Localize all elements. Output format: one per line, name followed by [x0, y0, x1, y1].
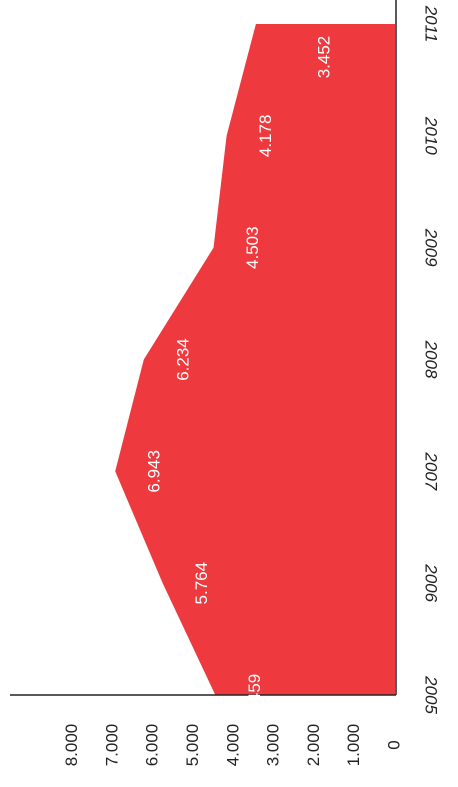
data-label: 6.234: [173, 338, 192, 381]
data-label: 3.452: [314, 36, 333, 79]
value-tick-label: 2.000: [304, 724, 323, 767]
category-tick-label: 2011: [422, 5, 441, 43]
category-tick-label: 2010: [422, 116, 441, 155]
value-tick-label: 6.000: [143, 724, 162, 767]
data-label: 4.459: [245, 674, 264, 717]
category-ticks: 2005 2006 2007 2008 2009 2010 2011: [422, 5, 441, 715]
data-label: 4.503: [243, 226, 262, 269]
category-tick-label: 2006: [422, 563, 441, 602]
data-label: 6.943: [145, 450, 164, 493]
category-tick-label: 2007: [422, 451, 441, 490]
value-tick-label: 3.000: [264, 724, 283, 767]
value-tick-label: 5.000: [183, 724, 202, 767]
value-tick-label: 0: [384, 740, 403, 749]
area-series: [115, 24, 395, 695]
data-labels: 4.459 5.764 6.943 6.234 4.503 4.178 3.452: [145, 36, 334, 717]
category-tick-label: 2005: [422, 675, 441, 714]
value-tick-label: 4.000: [223, 724, 242, 767]
category-tick-label: 2009: [422, 228, 441, 267]
category-tick-label: 2008: [422, 340, 441, 379]
data-label: 4.178: [256, 115, 275, 158]
value-tick-label: 1.000: [344, 724, 363, 767]
value-tick-label: 8.000: [62, 724, 81, 767]
data-label: 5.764: [192, 562, 211, 605]
value-ticks: 0 1.000 2.000 3.000 4.000 5.000 6.000 7.000 8.00…: [62, 724, 403, 767]
value-tick-label: 7.000: [102, 724, 121, 767]
